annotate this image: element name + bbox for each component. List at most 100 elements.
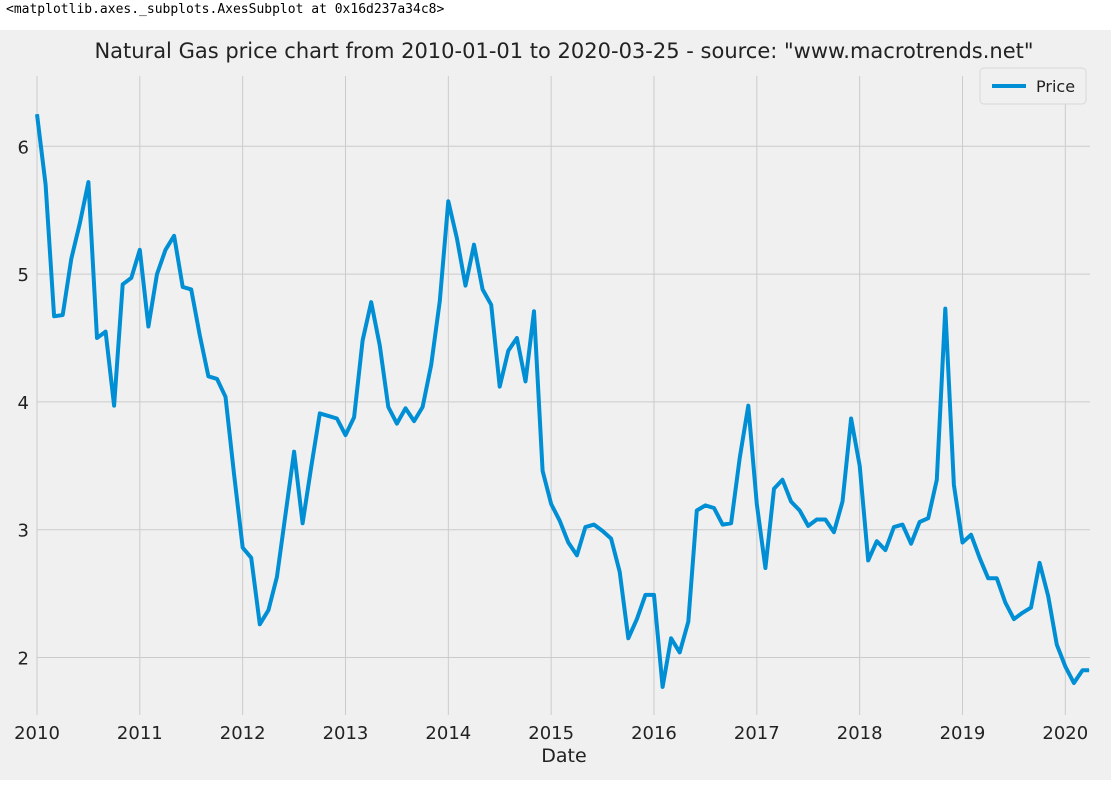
data-point <box>267 609 269 611</box>
data-point <box>747 405 749 407</box>
data-point <box>422 406 424 408</box>
data-point <box>576 554 578 556</box>
data-point <box>499 386 501 388</box>
data-point <box>593 524 595 526</box>
data-point <box>687 621 689 623</box>
data-point <box>413 420 415 422</box>
data-point <box>602 530 604 532</box>
data-point <box>824 519 826 520</box>
data-point <box>122 283 124 285</box>
x-tick-label: 2017 <box>734 723 780 744</box>
data-point <box>713 507 715 509</box>
data-point <box>482 288 484 290</box>
x-tick-label: 2013 <box>323 723 369 744</box>
x-tick-label: 2010 <box>14 723 60 744</box>
data-point <box>490 304 492 306</box>
data-point <box>285 513 286 515</box>
data-point <box>953 484 955 486</box>
data-point <box>207 375 209 377</box>
data-point <box>319 412 321 414</box>
x-tick-label: 2011 <box>117 723 163 744</box>
data-point <box>327 415 329 417</box>
data-point <box>1022 612 1023 614</box>
y-tick-label: 6 <box>18 137 29 158</box>
data-point <box>1064 665 1066 667</box>
data-point <box>936 479 938 481</box>
data-point <box>242 547 244 549</box>
data-point <box>970 534 972 536</box>
data-point <box>1088 669 1090 671</box>
data-point <box>919 521 921 523</box>
data-point <box>782 479 783 481</box>
data-point <box>842 501 843 503</box>
data-point <box>1030 607 1032 609</box>
data-point <box>662 686 664 688</box>
data-point <box>130 277 132 279</box>
x-tick-label: 2016 <box>631 723 677 744</box>
data-point <box>1082 669 1083 671</box>
data-point <box>293 451 295 453</box>
data-point <box>627 637 629 639</box>
data-point <box>302 522 304 524</box>
data-point <box>584 526 586 528</box>
chart-title: Natural Gas price chart from 2010-01-01 … <box>94 39 1033 63</box>
data-point <box>679 651 681 653</box>
x-tick-label: 2012 <box>220 723 266 744</box>
data-point <box>636 618 638 620</box>
data-point <box>962 542 963 543</box>
data-point <box>190 288 192 290</box>
data-point <box>550 503 552 505</box>
data-point <box>430 364 432 366</box>
data-point <box>799 510 801 511</box>
data-point <box>987 577 989 579</box>
data-point <box>387 406 389 408</box>
data-point <box>353 416 355 418</box>
x-axis-label: Date <box>541 745 586 767</box>
data-point <box>859 465 861 467</box>
data-point <box>156 273 158 275</box>
data-point <box>764 567 766 569</box>
data-point <box>465 285 466 287</box>
data-point <box>396 423 398 425</box>
price-series-points <box>36 113 1090 688</box>
data-point <box>276 576 278 578</box>
y-tick-label: 5 <box>18 265 29 286</box>
data-point <box>1013 618 1015 620</box>
data-point <box>250 557 252 559</box>
data-point <box>36 113 38 115</box>
line-chart: Natural Gas price chart from 2010-01-01 … <box>0 30 1111 780</box>
data-point <box>516 337 518 339</box>
data-point <box>996 577 998 579</box>
y-tick-labels: 2 3 4 5 6 <box>18 137 29 669</box>
data-point <box>439 300 441 302</box>
chart-container: Natural Gas price chart from 2010-01-01 … <box>0 30 1111 780</box>
data-point <box>559 520 561 522</box>
data-point <box>182 286 184 288</box>
data-point <box>902 524 903 526</box>
data-point <box>567 542 569 543</box>
data-point <box>216 378 218 380</box>
data-point <box>739 457 741 459</box>
data-point <box>405 407 406 409</box>
data-point <box>884 549 886 551</box>
data-point <box>259 623 261 625</box>
data-point <box>850 418 852 419</box>
output-repr-text: <matplotlib.axes._subplots.AxesSubplot a… <box>6 2 445 17</box>
data-point <box>944 308 946 310</box>
data-point <box>1073 682 1075 684</box>
price-series-line <box>35 114 1089 689</box>
data-point <box>1047 595 1049 597</box>
data-point <box>345 434 346 436</box>
data-point <box>867 559 869 561</box>
data-point <box>1056 644 1058 646</box>
data-point <box>456 237 458 239</box>
data-point <box>696 510 698 511</box>
data-point <box>807 525 809 527</box>
data-point <box>45 184 47 186</box>
data-point <box>362 340 364 341</box>
y-tick-label: 4 <box>18 393 29 414</box>
data-point <box>53 315 55 317</box>
data-point <box>722 524 724 526</box>
grid <box>36 76 1090 715</box>
x-tick-labels: 2010 2011 2012 2013 2014 2015 2016 2017 2018 2019… <box>14 723 1088 744</box>
